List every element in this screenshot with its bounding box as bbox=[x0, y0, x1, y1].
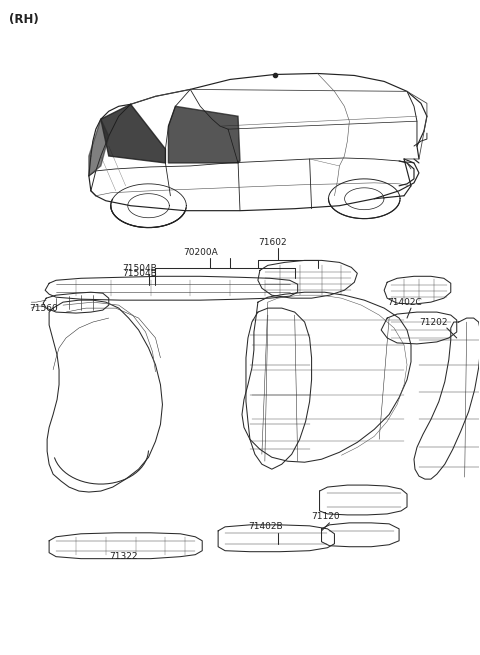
Text: 71602: 71602 bbox=[258, 238, 287, 247]
Text: 71402B: 71402B bbox=[248, 522, 283, 531]
Text: 71560: 71560 bbox=[29, 304, 58, 312]
Polygon shape bbox=[168, 106, 240, 163]
Text: 71504B: 71504B bbox=[123, 264, 157, 273]
Polygon shape bbox=[101, 104, 166, 163]
Text: (RH): (RH) bbox=[9, 13, 39, 26]
Text: 70200A: 70200A bbox=[183, 248, 218, 257]
Polygon shape bbox=[89, 119, 109, 176]
Text: 71402C: 71402C bbox=[387, 297, 422, 307]
Text: 71504B: 71504B bbox=[123, 269, 157, 278]
Text: 71202: 71202 bbox=[419, 318, 447, 327]
Text: 71120: 71120 bbox=[312, 512, 340, 521]
Text: 71322: 71322 bbox=[109, 552, 137, 561]
